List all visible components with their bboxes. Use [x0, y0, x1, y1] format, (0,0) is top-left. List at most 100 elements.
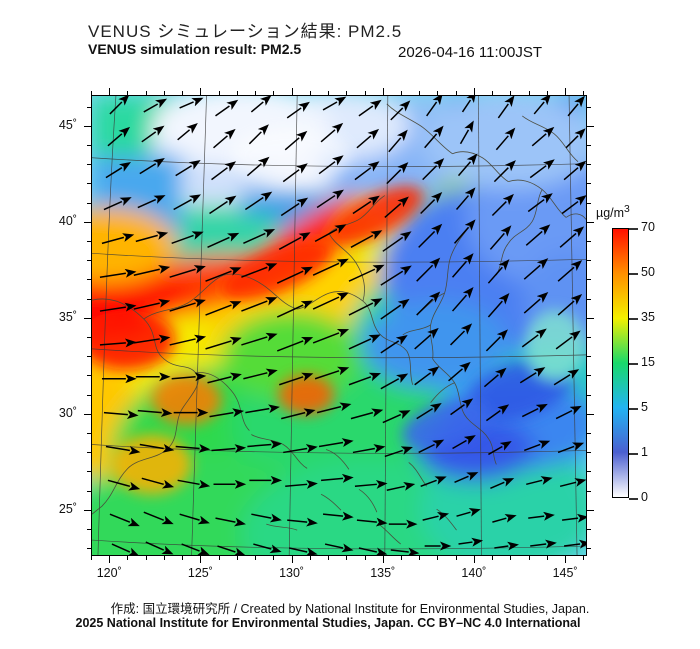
axis-tick: [364, 556, 366, 560]
colorbar-tick: [629, 363, 638, 365]
axis-tick: [87, 356, 91, 358]
axis-tick: [455, 91, 457, 95]
axis-tick: [401, 556, 402, 560]
axis-tick: [510, 556, 512, 560]
axis-tick: [587, 125, 594, 127]
axis-tick: [182, 556, 184, 560]
axis-tick: [109, 88, 111, 95]
colorbar-tick-label: 0: [641, 490, 648, 504]
axis-tick: [587, 183, 591, 185]
latitude-label: 25˚: [58, 501, 77, 516]
axis-tick: [84, 413, 91, 415]
valid-datetime: 2026‐04‐16 11:00JST: [398, 44, 542, 61]
colorbar-tick-label: 50: [641, 265, 655, 279]
axis-tick: [382, 88, 384, 95]
axis-tick: [473, 556, 475, 563]
axis-tick: [587, 490, 591, 492]
axis-tick: [473, 88, 475, 95]
axis-tick: [419, 556, 421, 560]
axis-tick: [87, 337, 91, 339]
axis-tick: [346, 556, 348, 560]
axis-tick: [87, 490, 91, 492]
axis-tick: [492, 556, 494, 560]
axis-tick: [419, 91, 421, 95]
axis-tick: [587, 529, 591, 531]
axis-tick: [587, 375, 591, 377]
axis-tick: [587, 202, 591, 204]
axis-tick: [127, 556, 129, 560]
axis-tick: [87, 164, 91, 166]
axis-tick: [587, 144, 591, 146]
axis-tick: [200, 88, 202, 95]
axis-tick: [587, 279, 591, 281]
axis-tick: [200, 556, 202, 563]
axis-tick: [455, 556, 457, 560]
axis-tick: [587, 164, 591, 166]
axis-tick: [528, 556, 530, 560]
colorbar-tick: [629, 408, 638, 410]
axis-tick: [587, 221, 594, 223]
credit-line-2: 2025 National Institute for Environmenta…: [75, 616, 581, 630]
latitude-label: 40˚: [58, 213, 77, 228]
axis-tick: [87, 260, 91, 262]
axis-tick: [587, 471, 591, 473]
title-english: VENUS simulation result: PM2.5: [88, 41, 302, 57]
colorbar-tick: [629, 273, 638, 275]
axis-tick: [546, 91, 548, 95]
colorbar-tick-label: 15: [641, 355, 655, 369]
credit-line-1: 作成: 国立環境研究所 / Created by National Instit…: [110, 602, 590, 616]
axis-tick: [364, 91, 366, 95]
colorbar-tick-label: 1: [641, 445, 648, 459]
axis-tick: [163, 556, 165, 560]
axis-tick: [87, 202, 91, 204]
axis-tick: [565, 556, 567, 563]
axis-tick: [218, 91, 220, 95]
axis-tick: [236, 556, 238, 560]
axis-tick: [587, 356, 591, 358]
axis-tick: [127, 91, 129, 95]
axis-tick: [328, 91, 330, 95]
map-plot-area: [91, 95, 587, 556]
colorbar-tick: [629, 228, 638, 230]
colorbar-gradient: [612, 228, 629, 498]
axis-tick: [182, 91, 184, 95]
axis-tick: [87, 375, 91, 377]
colorbar-unit-exponent: 3: [624, 204, 630, 215]
axis-tick: [87, 298, 91, 300]
axis-tick: [587, 106, 591, 108]
axis-tick: [84, 125, 91, 127]
colorbar-tick-label: 5: [641, 400, 648, 414]
axis-tick: [273, 91, 275, 95]
axis-tick: [291, 88, 293, 95]
axis-tick: [163, 91, 165, 95]
axis-tick: [587, 433, 591, 435]
axis-tick: [84, 317, 91, 319]
axis-tick: [583, 556, 585, 560]
axis-tick: [587, 394, 591, 396]
axis-tick: [273, 556, 275, 560]
axis-tick: [84, 221, 91, 223]
axis-tick: [91, 91, 92, 95]
axis-tick: [328, 556, 330, 560]
axis-tick: [587, 548, 591, 550]
axis-tick: [87, 279, 91, 281]
axis-tick: [565, 88, 567, 95]
colorbar-tick: [629, 318, 638, 320]
axis-tick: [87, 452, 91, 454]
axis-tick: [492, 91, 494, 95]
axis-tick: [87, 183, 91, 185]
axis-tick: [87, 529, 91, 531]
axis-tick: [510, 91, 512, 95]
axis-tick: [382, 556, 384, 563]
axis-tick: [218, 556, 220, 560]
axis-tick: [309, 91, 311, 95]
longitude-label: 135˚: [370, 566, 396, 580]
latitude-label: 45˚: [58, 117, 77, 132]
longitude-label: 140˚: [461, 566, 487, 580]
axis-tick: [587, 298, 591, 300]
axis-tick: [84, 509, 91, 511]
axis-tick: [583, 91, 585, 95]
latitude-label: 35˚: [58, 309, 77, 324]
axis-tick: [309, 556, 311, 560]
axis-tick: [587, 260, 591, 262]
